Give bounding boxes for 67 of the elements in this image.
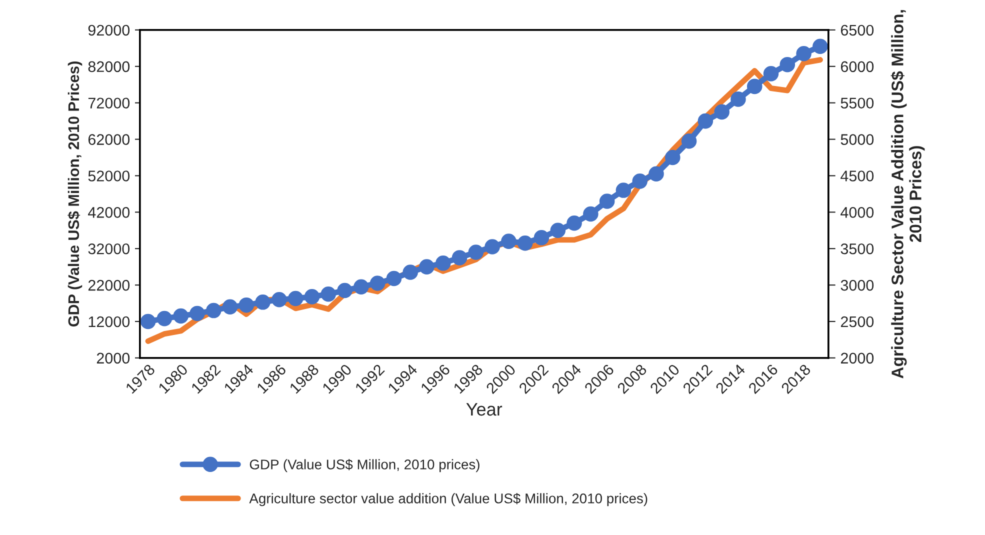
y-tick-label: 2000	[96, 352, 130, 364]
y-axis-title: GDP (Value US$ Million, 2010 Prices)	[68, 62, 82, 326]
point	[238, 297, 254, 313]
point	[599, 194, 615, 209]
point	[402, 264, 418, 280]
y2-tick-label: 4500	[840, 170, 874, 182]
point	[796, 46, 812, 62]
y-tick-label: 12000	[88, 316, 130, 328]
point	[746, 78, 762, 94]
y2-tick-label: 5500	[840, 98, 874, 109]
y2-tick-label: 6500	[840, 24, 874, 36]
point	[452, 250, 468, 266]
point	[780, 56, 796, 72]
y2-tick-label: 4000	[840, 207, 874, 218]
point	[583, 206, 598, 222]
point	[730, 92, 746, 107]
point	[320, 286, 336, 302]
point	[156, 310, 172, 326]
point	[140, 314, 156, 330]
point	[370, 276, 386, 291]
y-tick-label: 92000	[88, 24, 130, 36]
point	[173, 308, 188, 324]
point	[386, 270, 402, 286]
y2-tick-label: 6000	[840, 61, 874, 72]
point	[698, 113, 714, 129]
point	[190, 306, 205, 322]
point	[468, 244, 484, 260]
point	[714, 104, 730, 120]
y-tick-label: 72000	[88, 98, 130, 109]
y2-tick-label: 5000	[840, 134, 874, 145]
point	[484, 239, 500, 254]
point	[354, 279, 369, 294]
point	[812, 38, 828, 54]
y-tick-label: 62000	[88, 134, 130, 145]
point	[665, 150, 680, 166]
point	[566, 215, 582, 231]
y2-tick-label: 3500	[840, 243, 874, 254]
x-axis-title: Year	[466, 403, 502, 416]
point	[419, 259, 434, 274]
point	[255, 294, 270, 310]
point	[436, 256, 451, 271]
y2-axis-title: Agriculture Sector Value Addition (US$ Million, 2010 Prices)	[890, 10, 925, 378]
point	[763, 66, 779, 82]
y-tick-label: 22000	[88, 280, 130, 291]
y-tick-label: 82000	[88, 61, 130, 72]
point	[534, 230, 550, 246]
point	[288, 290, 304, 306]
y-tick-label: 42000	[88, 207, 130, 218]
y2-tick-label: 3000	[840, 280, 874, 291]
y-tick-label: 52000	[88, 170, 130, 182]
point	[681, 133, 697, 149]
point	[501, 234, 516, 249]
y-tick-label: 32000	[88, 243, 130, 254]
point	[337, 282, 352, 298]
y2-tick-label: 2500	[840, 316, 874, 328]
legend-label: GDP (Value US$ Million, 2010 prices)	[250, 458, 480, 472]
point	[550, 222, 566, 238]
point	[517, 235, 533, 251]
legend-label: Agriculture sector value addition (Value US$ Million, 2010 prices)	[249, 492, 648, 506]
point	[304, 289, 320, 304]
y2-tick-label: 2000	[840, 352, 874, 364]
point	[648, 166, 664, 182]
point	[206, 302, 222, 318]
point	[222, 299, 238, 315]
point	[272, 292, 287, 308]
point	[632, 174, 648, 189]
point	[616, 182, 632, 198]
